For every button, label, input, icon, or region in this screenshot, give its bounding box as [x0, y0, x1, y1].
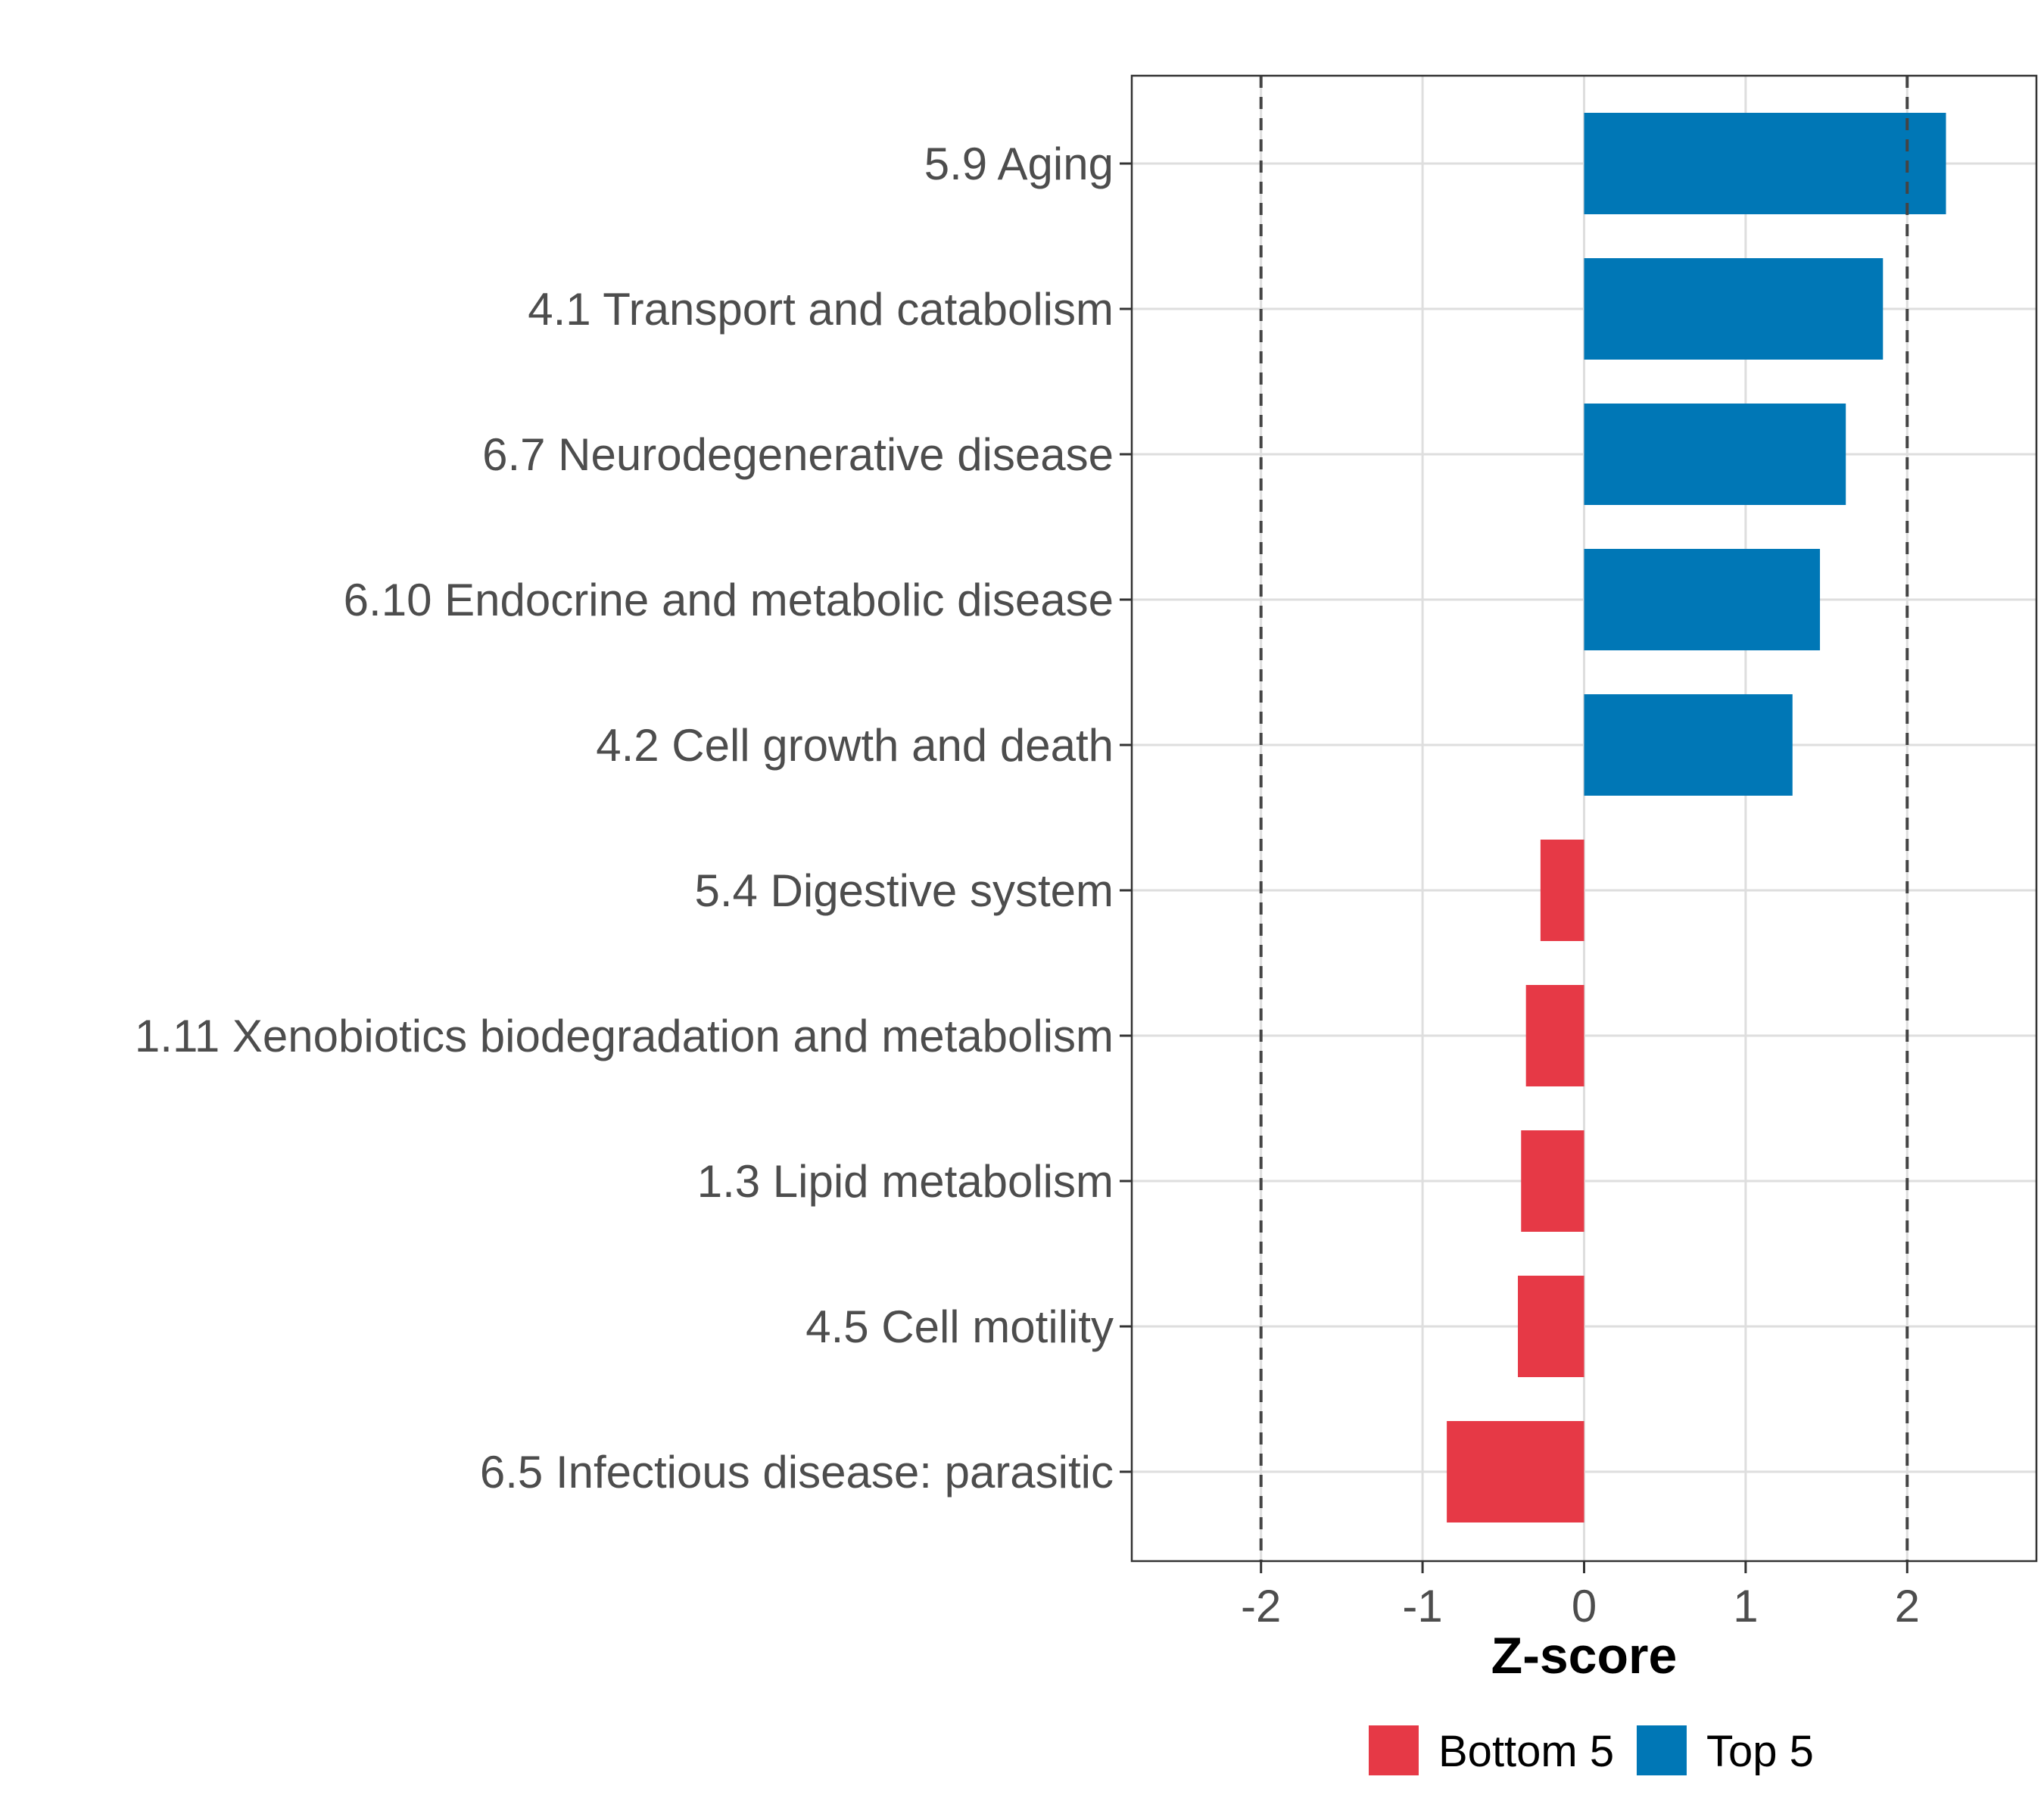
x-axis-title: Z-score [1491, 1627, 1678, 1685]
bar-top-2 [1584, 404, 1846, 505]
x-tick-label: 2 [1895, 1581, 1920, 1632]
legend-key-bottom-5 [1369, 1725, 1419, 1775]
x-axis: -2 -1 0 1 2 [1241, 1561, 1920, 1632]
bar-bottom-8 [1518, 1276, 1584, 1377]
bar-bottom-9 [1447, 1421, 1584, 1522]
legend-label: Top 5 [1706, 1727, 1814, 1776]
y-tick-label: 4.5 Cell motility [805, 1301, 1114, 1352]
reference-lines [1259, 76, 1909, 1561]
bars [1447, 113, 1946, 1522]
bar-bottom-7 [1521, 1130, 1584, 1232]
legend-label: Bottom 5 [1438, 1727, 1614, 1776]
y-tick-label: 1.3 Lipid metabolism [697, 1156, 1114, 1207]
x-tick-label: -2 [1241, 1581, 1281, 1632]
y-axis: 5.9 Aging 4.1 Transport and catabolism 6.7… [135, 139, 1132, 1498]
y-tick-label: 5.9 Aging [924, 139, 1114, 189]
y-tick-label: 6.7 Neurodegenerative disease [482, 429, 1114, 480]
y-tick-label: 6.10 Endocrine and metabolic disease [344, 575, 1114, 625]
bar-top-0 [1584, 113, 1946, 214]
bar-top-1 [1584, 258, 1884, 360]
y-tick-label: 5.4 Digestive system [694, 865, 1114, 916]
y-tick-label: 4.2 Cell growth and death [596, 720, 1114, 771]
y-tick-label: 4.1 Transport and catabolism [528, 284, 1114, 335]
bar-top-3 [1584, 549, 1821, 650]
x-tick-label: -1 [1402, 1581, 1442, 1632]
y-tick-label: 6.5 Infectious disease: parasitic [480, 1447, 1114, 1498]
x-tick-label: 1 [1733, 1581, 1758, 1632]
x-tick-label: 0 [1572, 1581, 1597, 1632]
legend-key-top-5 [1637, 1725, 1687, 1775]
y-tick-label: 1.11 Xenobiotics biodegradation and meta… [135, 1011, 1114, 1061]
bar-bottom-6 [1525, 985, 1584, 1086]
bar-bottom-5 [1540, 840, 1584, 941]
legend: Bottom 5 Top 5 [1369, 1725, 1814, 1776]
bar-top-4 [1584, 694, 1793, 796]
